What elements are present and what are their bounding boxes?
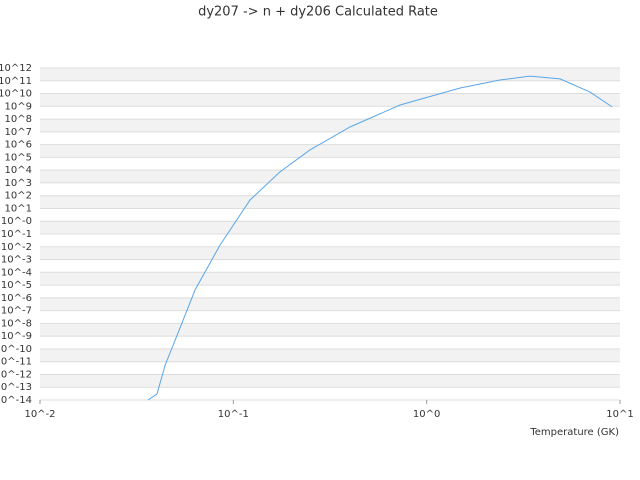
grid (40, 67, 620, 401)
y-tick-label: 10^-6 (1, 293, 32, 304)
x-tick-label: 10^-1 (218, 409, 249, 420)
y-tick-label: 10^3 (5, 178, 32, 189)
y-tick-label: 10^-2 (1, 242, 32, 253)
y-tick-label: 10^-9 (1, 331, 32, 342)
y-tick-label: 10^-7 (1, 306, 32, 317)
y-tick-label: 10^1 (5, 203, 32, 214)
y-tick-label: 10^-3 (1, 255, 32, 266)
plot (147, 75, 613, 401)
grid-band (40, 246, 620, 260)
y-tick-label: 10^-4 (1, 267, 32, 278)
y-tick-label: 10^-0 (1, 216, 32, 227)
y-tick-label: 10^-1 (1, 229, 32, 240)
grid-band (40, 297, 620, 311)
grid-band (40, 93, 620, 107)
grid-band (40, 348, 620, 362)
x-tick-label: 10^0 (413, 409, 440, 420)
x-axis-label: Temperature (GK) (529, 427, 619, 438)
y-tick-label: 10^-12 (0, 369, 32, 380)
y-tick-label: 10^9 (5, 101, 32, 112)
grid-band (40, 144, 620, 158)
grid-band (40, 221, 620, 234)
chart-title: dy207 -> n + dy206 Calculated Rate (198, 5, 438, 20)
y-tick-label: 10^-13 (0, 382, 32, 393)
grid-band (40, 68, 620, 81)
grid-band (40, 323, 620, 337)
x-tick-label: 10^1 (606, 409, 633, 420)
y-tick-label: 10^-14 (0, 395, 32, 406)
y-tick-label: 10^10 (0, 89, 32, 100)
y-tick-label: 10^4 (5, 165, 32, 176)
y-tick-label: 10^12 (0, 63, 32, 74)
y-tick-label: 10^2 (5, 191, 32, 202)
y-tick-label: 10^11 (0, 76, 32, 87)
y-tick-label: 10^-5 (1, 280, 32, 291)
y-tick-label: 10^-11 (0, 357, 32, 368)
y-tick-label: 10^-8 (1, 318, 32, 329)
y-tick-label: 10^5 (5, 152, 32, 163)
grid-band (40, 119, 620, 132)
data-line (147, 75, 613, 401)
grid-band (40, 195, 620, 209)
y-tick-label: 10^-10 (0, 344, 32, 355)
grid-band (40, 170, 620, 183)
x-tick-label: 10^-2 (24, 409, 55, 420)
y-tick-label: 10^7 (5, 127, 32, 138)
y-tick-label: 10^6 (5, 140, 32, 151)
grid-band (40, 272, 620, 286)
grid-band (40, 374, 620, 388)
y-tick-label: 10^8 (5, 114, 32, 125)
